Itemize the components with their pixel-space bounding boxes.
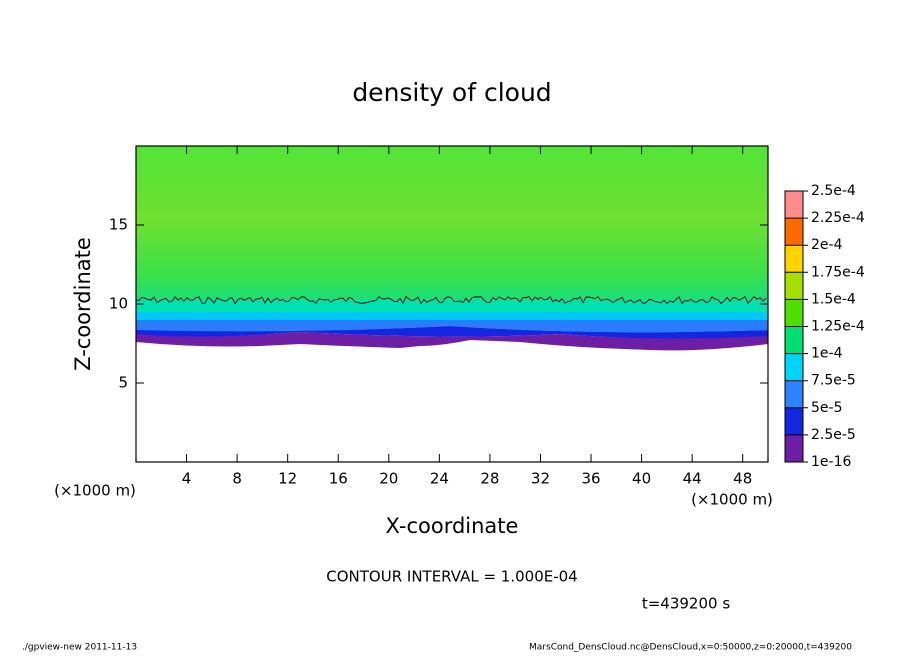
colorbar-swatch	[785, 353, 803, 381]
x-tick-label: 40	[632, 470, 651, 488]
colorbar-swatch	[785, 299, 803, 327]
colorbar-swatch	[785, 272, 803, 300]
contour-line	[135, 295, 767, 305]
contour-field	[135, 146, 768, 351]
x-unit: (×1000 m)	[691, 491, 773, 509]
colorbar-label: 1.25e-4	[811, 319, 865, 335]
x-tick-label: 28	[480, 470, 499, 488]
x-tick-label: 24	[430, 470, 449, 488]
x-tick-label: 32	[531, 470, 550, 488]
y-unit: (×1000 m)	[54, 482, 136, 500]
colorbar-label: 2.25e-4	[811, 210, 865, 226]
x-tick-label: 8	[232, 470, 242, 488]
field-band	[136, 320, 768, 333]
field-band	[136, 312, 768, 322]
time-label: t=439200 s	[642, 595, 730, 613]
colorbar-swatch	[785, 218, 803, 246]
colorbar-label: 2.5e-4	[811, 183, 856, 199]
colorbar-label: 1e-16	[811, 454, 851, 470]
footer-right: MarsCond_DensCloud.nc@DensCloud,x=0:5000…	[529, 643, 852, 653]
footer-left: ./gpview-new 2011-11-13	[22, 643, 137, 653]
colorbar-swatch	[785, 380, 803, 408]
x-tick-label: 4	[182, 470, 192, 488]
x-axis-label: X-coordinate	[386, 514, 519, 538]
y-axis-label: Z-coordinate	[71, 237, 95, 371]
x-tick-label: 12	[278, 470, 297, 488]
colorbar-label: 2e-4	[811, 237, 843, 253]
field-upper	[136, 146, 768, 306]
field-band	[136, 326, 768, 340]
y-tick-label: 10	[109, 295, 128, 313]
colorbar-swatch	[785, 191, 803, 219]
colorbar-label: 1e-4	[811, 346, 843, 362]
y-tick-label: 5	[118, 374, 128, 392]
field-band	[136, 332, 768, 351]
colorbar-swatch	[785, 434, 803, 462]
y-tick-label: 15	[109, 216, 128, 234]
x-tick-label: 44	[683, 470, 702, 488]
colorbar-swatch	[785, 407, 803, 435]
chart-title: density of cloud	[352, 78, 551, 107]
colorbar-label: 1.75e-4	[811, 264, 865, 280]
contour-interval: CONTOUR INTERVAL = 1.000E-04	[326, 568, 577, 586]
colorbar-label: 5e-5	[811, 400, 842, 416]
colorbar-label: 7.5e-5	[811, 373, 856, 389]
field-band	[136, 300, 768, 314]
x-tick-label: 16	[329, 470, 348, 488]
colorbar-swatch	[785, 245, 803, 273]
colorbar-label: 1.5e-4	[811, 291, 856, 307]
x-tick-label: 20	[379, 470, 398, 488]
x-tick-label: 48	[733, 470, 752, 488]
colorbar-label: 2.5e-5	[811, 427, 856, 443]
x-tick-label: 36	[581, 470, 600, 488]
colorbar-swatch	[785, 326, 803, 354]
